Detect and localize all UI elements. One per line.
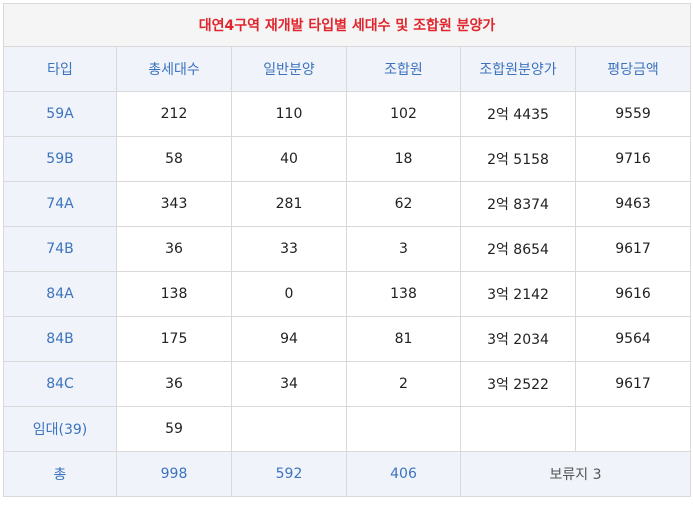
members-cell: 62 bbox=[346, 181, 461, 227]
member-price-cell: 2억 8374 bbox=[460, 181, 576, 227]
type-cell: 59A bbox=[3, 91, 117, 137]
reserve-units: 보류지 3 bbox=[459, 451, 692, 497]
header-type: 타입 bbox=[3, 46, 117, 92]
total-units-cell: 58 bbox=[116, 136, 232, 182]
general-sale-cell: 110 bbox=[231, 91, 347, 137]
total-units-cell: 175 bbox=[116, 316, 232, 362]
table-row: 임대(39) 59 bbox=[3, 406, 692, 452]
members-cell: 102 bbox=[346, 91, 461, 137]
members-cell: 81 bbox=[346, 316, 461, 362]
members-cell: 2 bbox=[346, 361, 461, 407]
type-cell: 84B bbox=[3, 316, 117, 362]
type-cell: 59B bbox=[3, 136, 117, 182]
general-sale-cell bbox=[231, 406, 347, 452]
price-per-pyeong-cell: 9564 bbox=[574, 316, 692, 362]
total-units-cell: 36 bbox=[116, 226, 232, 272]
total-units-cell: 138 bbox=[116, 271, 232, 317]
general-sale-cell: 0 bbox=[231, 271, 347, 317]
members-cell: 18 bbox=[346, 136, 461, 182]
general-sale-cell: 94 bbox=[231, 316, 347, 362]
member-price-cell: 3억 2522 bbox=[460, 361, 576, 407]
totals-members: 406 bbox=[346, 451, 461, 497]
header-total-units: 총세대수 bbox=[116, 46, 232, 92]
member-price-cell: 2억 8654 bbox=[460, 226, 576, 272]
header-general-sale: 일반분양 bbox=[231, 46, 347, 92]
general-sale-cell: 40 bbox=[231, 136, 347, 182]
price-per-pyeong-cell: 9617 bbox=[574, 361, 692, 407]
price-per-pyeong-cell: 9463 bbox=[574, 181, 692, 227]
member-price-cell: 3억 2142 bbox=[460, 271, 576, 317]
member-price-cell: 3억 2034 bbox=[460, 316, 576, 362]
table-row: 84C 36 34 2 3억 2522 9617 bbox=[3, 361, 692, 407]
price-per-pyeong-cell: 9617 bbox=[574, 226, 692, 272]
type-cell: 84A bbox=[3, 271, 117, 317]
members-cell bbox=[346, 406, 461, 452]
type-cell: 84C bbox=[3, 361, 117, 407]
table-row: 59B 58 40 18 2억 5158 9716 bbox=[3, 136, 692, 182]
member-price-cell: 2억 4435 bbox=[460, 91, 576, 137]
totals-label: 총 bbox=[3, 451, 117, 497]
header-member-price: 조합원분양가 bbox=[460, 46, 576, 92]
header-members: 조합원 bbox=[346, 46, 461, 92]
total-units-cell: 36 bbox=[116, 361, 232, 407]
price-per-pyeong-cell bbox=[574, 406, 692, 452]
member-price-cell bbox=[460, 406, 576, 452]
total-units-cell: 59 bbox=[116, 406, 232, 452]
general-sale-cell: 33 bbox=[231, 226, 347, 272]
price-per-pyeong-cell: 9559 bbox=[574, 91, 692, 137]
table-title: 대연4구역 재개발 타입별 세대수 및 조합원 분양가 bbox=[2, 3, 692, 47]
table-row: 74A 343 281 62 2억 8374 9463 bbox=[3, 181, 692, 227]
table-row: 74B 36 33 3 2억 8654 9617 bbox=[3, 226, 692, 272]
general-sale-cell: 281 bbox=[231, 181, 347, 227]
unit-type-table: 대연4구역 재개발 타입별 세대수 및 조합원 분양가 타입 총세대수 일반분양… bbox=[2, 3, 692, 497]
price-per-pyeong-cell: 9716 bbox=[574, 136, 692, 182]
totals-row: 총 998 592 406 보류지 3 bbox=[3, 451, 692, 497]
totals-general-sale: 592 bbox=[231, 451, 347, 497]
type-cell: 74B bbox=[3, 226, 117, 272]
members-cell: 138 bbox=[346, 271, 461, 317]
table-row: 84A 138 0 138 3억 2142 9616 bbox=[3, 271, 692, 317]
table-row: 59A 212 110 102 2억 4435 9559 bbox=[3, 91, 692, 137]
member-price-cell: 2억 5158 bbox=[460, 136, 576, 182]
header-row: 타입 총세대수 일반분양 조합원 조합원분양가 평당금액 bbox=[3, 46, 692, 92]
type-cell: 임대(39) bbox=[3, 406, 117, 452]
total-units-cell: 343 bbox=[116, 181, 232, 227]
price-per-pyeong-cell: 9616 bbox=[574, 271, 692, 317]
total-units-cell: 212 bbox=[116, 91, 232, 137]
general-sale-cell: 34 bbox=[231, 361, 347, 407]
table-row: 84B 175 94 81 3억 2034 9564 bbox=[3, 316, 692, 362]
header-price-per-pyeong: 평당금액 bbox=[574, 46, 692, 92]
type-cell: 74A bbox=[3, 181, 117, 227]
totals-total-units: 998 bbox=[116, 451, 232, 497]
members-cell: 3 bbox=[346, 226, 461, 272]
